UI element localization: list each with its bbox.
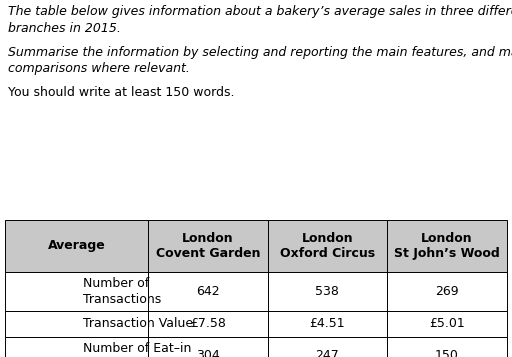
Text: comparisons where relevant.: comparisons where relevant. xyxy=(8,62,189,75)
Text: 269: 269 xyxy=(435,285,459,298)
Text: £7.58: £7.58 xyxy=(190,317,226,330)
Bar xyxy=(387,272,507,311)
Text: London
Covent Garden: London Covent Garden xyxy=(156,232,260,260)
Bar xyxy=(268,311,387,337)
Bar xyxy=(148,311,268,337)
Bar xyxy=(5,272,148,311)
Text: branches in 2015.: branches in 2015. xyxy=(8,22,120,35)
Bar xyxy=(148,272,268,311)
Text: Average: Average xyxy=(48,240,105,252)
Bar xyxy=(268,220,387,272)
Text: 150: 150 xyxy=(435,350,459,357)
Text: Transaction Value: Transaction Value xyxy=(83,317,193,330)
Bar xyxy=(268,272,387,311)
Bar xyxy=(5,220,148,272)
Bar xyxy=(148,220,268,272)
Bar xyxy=(5,311,148,337)
Text: £4.51: £4.51 xyxy=(309,317,345,330)
Bar xyxy=(268,337,387,357)
Bar xyxy=(148,337,268,357)
Text: 538: 538 xyxy=(315,285,339,298)
Bar xyxy=(387,220,507,272)
Text: You should write at least 150 words.: You should write at least 150 words. xyxy=(8,86,234,99)
Bar xyxy=(387,337,507,357)
Text: 247: 247 xyxy=(315,350,339,357)
Text: The table below gives information about a bakery’s average sales in three differ: The table below gives information about … xyxy=(8,5,512,18)
Bar xyxy=(5,337,148,357)
Text: Number of Eat–in
Transactions: Number of Eat–in Transactions xyxy=(83,342,191,357)
Text: 642: 642 xyxy=(196,285,220,298)
Bar xyxy=(387,311,507,337)
Text: London
St John’s Wood: London St John’s Wood xyxy=(394,232,500,260)
Text: £5.01: £5.01 xyxy=(429,317,465,330)
Text: Summarise the information by selecting and reporting the main features, and make: Summarise the information by selecting a… xyxy=(8,46,512,59)
Text: London
Oxford Circus: London Oxford Circus xyxy=(280,232,375,260)
Text: 304: 304 xyxy=(196,350,220,357)
Text: Number of
Transactions: Number of Transactions xyxy=(83,277,161,306)
